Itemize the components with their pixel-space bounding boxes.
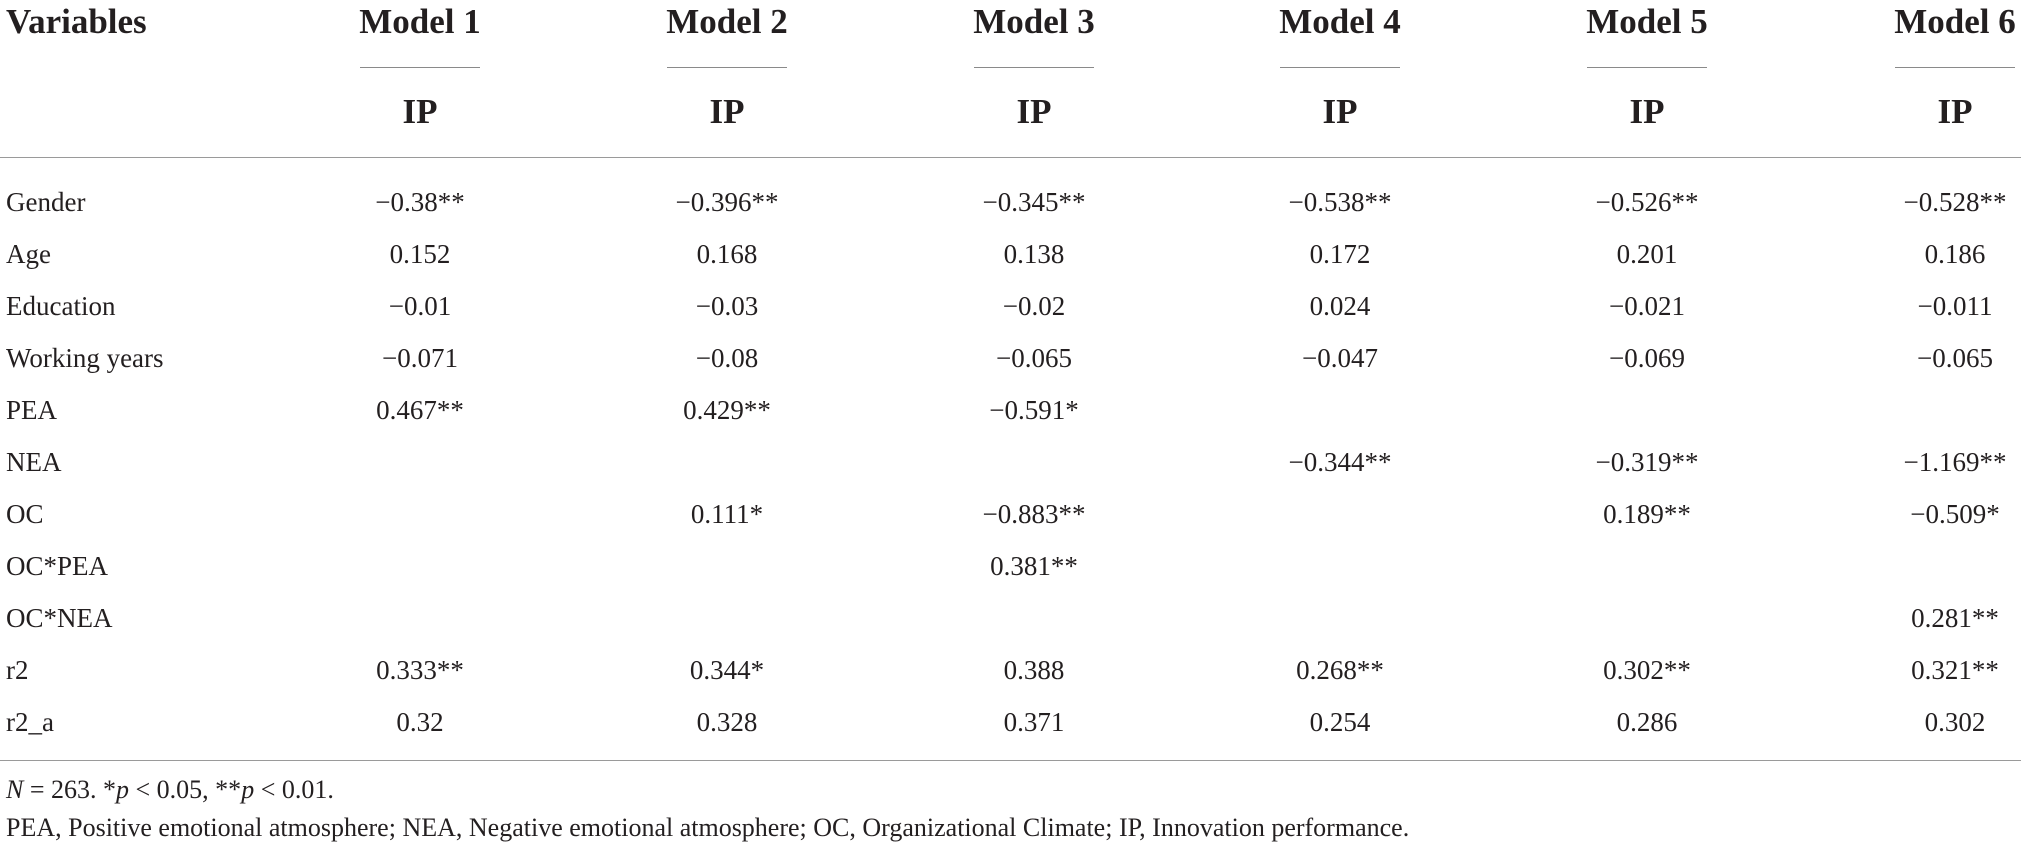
table-cell: −0.065 [996,343,1072,373]
table-cell: 0.328 [696,707,758,737]
footnote-p2-symbol: p [241,775,255,804]
model-header: Model 3 [973,2,1095,41]
row-label: r2_a [6,707,54,737]
table-cell: −0.011 [1917,291,1993,321]
table-cell: −0.021 [1609,291,1685,321]
table-cell: 0.32 [396,707,444,737]
table-cell: −0.01 [388,291,452,321]
table-cell: 0.371 [1003,707,1065,737]
footnote-n-symbol: N [6,775,24,804]
model-header-underline [974,67,1094,68]
row-label: OC*NEA [6,603,113,633]
row-label: OC*PEA [6,551,109,581]
table-cell: 0.172 [1309,239,1371,269]
table-cell: −0.528** [1903,187,2007,217]
table-cell: −0.538** [1288,187,1392,217]
bottom-rule [0,760,2021,761]
model-header: Model 6 [1894,2,2016,41]
dependent-variable-header: IP [1937,92,1973,131]
footnote-abbreviations: PEA, Positive emotional atmosphere; NEA,… [6,813,1410,842]
table-cell: −0.591* [989,395,1079,425]
table-cell: 0.138 [1003,239,1065,269]
model-header: Model 2 [666,2,788,41]
model-header: Model 4 [1279,2,1401,41]
table-cell: −0.069 [1609,343,1685,373]
table-cell: 0.467** [376,395,464,425]
table-cell: 0.286 [1616,707,1678,737]
table-cell: 0.201 [1616,239,1678,269]
table-cell: 0.186 [1924,239,1986,269]
model-header-underline [1895,67,2015,68]
table-cell: 0.333** [376,655,464,685]
header-rule [0,157,2021,158]
table-cell: 0.254 [1309,707,1371,737]
table-cell: −0.071 [382,343,458,373]
model-header-underline [667,67,787,68]
table-cell: 0.152 [389,239,451,269]
table-cell: 0.189** [1603,499,1691,529]
model-header-underline [1587,67,1707,68]
footnote-n-value: = 263. * [23,775,117,804]
footnote-p1-threshold: < 0.05, ** [129,775,242,804]
table-cell: 0.429** [683,395,771,425]
table-cell: −0.03 [695,291,759,321]
table-cell: −0.08 [695,343,759,373]
footnote-p2-threshold: < 0.01. [254,775,334,804]
table-cell: 0.281** [1911,603,1999,633]
table-cell: −0.396** [675,187,779,217]
table-cell: 0.024 [1309,291,1371,321]
model-header: Model 5 [1586,2,1708,41]
table-cell: −0.509* [1910,499,2000,529]
table-cell: 0.344* [689,655,765,685]
table-cell: −0.319** [1595,447,1699,477]
table-cell: 0.268** [1296,655,1384,685]
dependent-variable-header: IP [1016,92,1052,131]
dependent-variable-header: IP [402,92,438,131]
table-cell: 0.388 [1003,655,1065,685]
row-label: OC [6,499,44,529]
table-cell: 0.302 [1924,707,1986,737]
table-cell: −1.169** [1903,447,2007,477]
table-cell: 0.302** [1603,655,1691,685]
table-cell: −0.065 [1917,343,1993,373]
dependent-variable-header: IP [1322,92,1358,131]
table-cell: 0.111* [690,499,764,529]
stub-header: Variables [6,2,147,41]
row-label: Age [6,239,51,269]
table-cell: −0.38** [375,187,465,217]
model-header-underline [1280,67,1400,68]
footnote-p1-symbol: p [116,775,130,804]
table-cell: 0.168 [696,239,758,269]
row-label: r2 [6,655,29,685]
table-cell: 0.321** [1911,655,1999,685]
dependent-variable-header: IP [1629,92,1665,131]
table-cell: −0.344** [1288,447,1392,477]
row-label: Working years [6,343,164,373]
model-header: Model 1 [359,2,481,41]
table-cell: −0.047 [1302,343,1378,373]
footnote-significance: N = 263. *p < 0.05, **p < 0.01. [6,774,334,806]
row-label: PEA [6,395,58,425]
model-header-underline [360,67,480,68]
row-label: Education [6,291,116,321]
table-cell: −0.02 [1002,291,1066,321]
table-cell: −0.345** [982,187,1086,217]
table-cell: 0.381** [990,551,1078,581]
table-cell: −0.883** [982,499,1086,529]
table-cell: −0.526** [1595,187,1699,217]
row-label: Gender [6,187,86,217]
dependent-variable-header: IP [709,92,745,131]
row-label: NEA [6,447,62,477]
